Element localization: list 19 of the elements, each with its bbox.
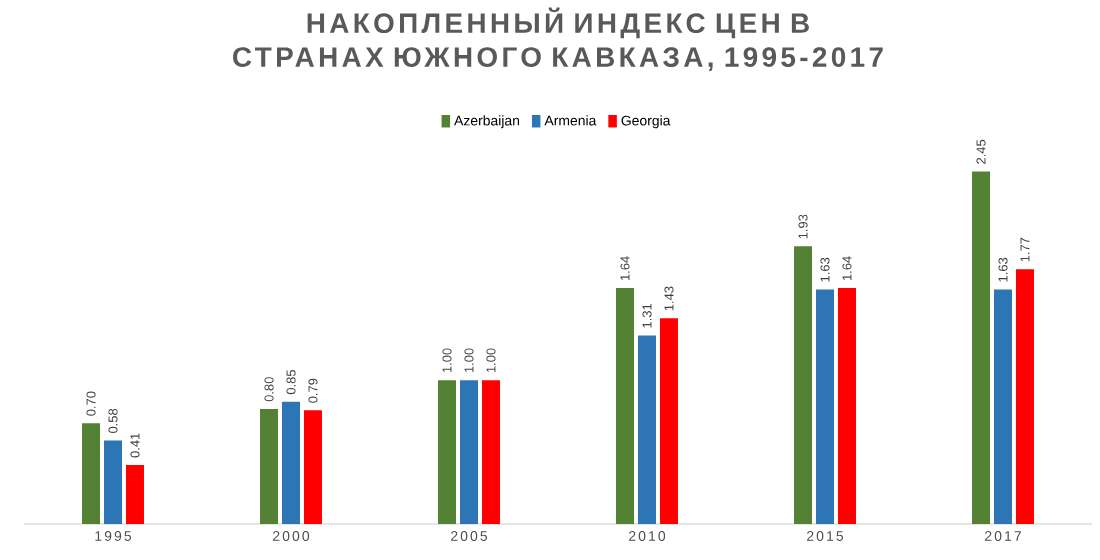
bar [82,423,101,524]
bar [816,289,834,524]
bar [972,171,991,524]
bar [438,380,457,524]
bar [260,408,279,524]
bar [616,288,635,524]
bar [659,318,678,524]
bar [1015,269,1034,524]
bar [282,401,300,524]
bar [303,410,322,524]
bar [104,440,122,524]
bar [837,288,856,524]
bar [460,380,478,524]
bar [481,380,500,524]
bar [794,246,813,524]
bar [638,335,656,524]
bar [125,465,144,524]
chart-title: НАКОПЛЕННЫЙ ИНДЕКС ЦЕН В СТРАНАХ ЮЖНОГО КАВКАЗА, 1995-2017 [233,7,883,71]
bar [994,289,1012,524]
